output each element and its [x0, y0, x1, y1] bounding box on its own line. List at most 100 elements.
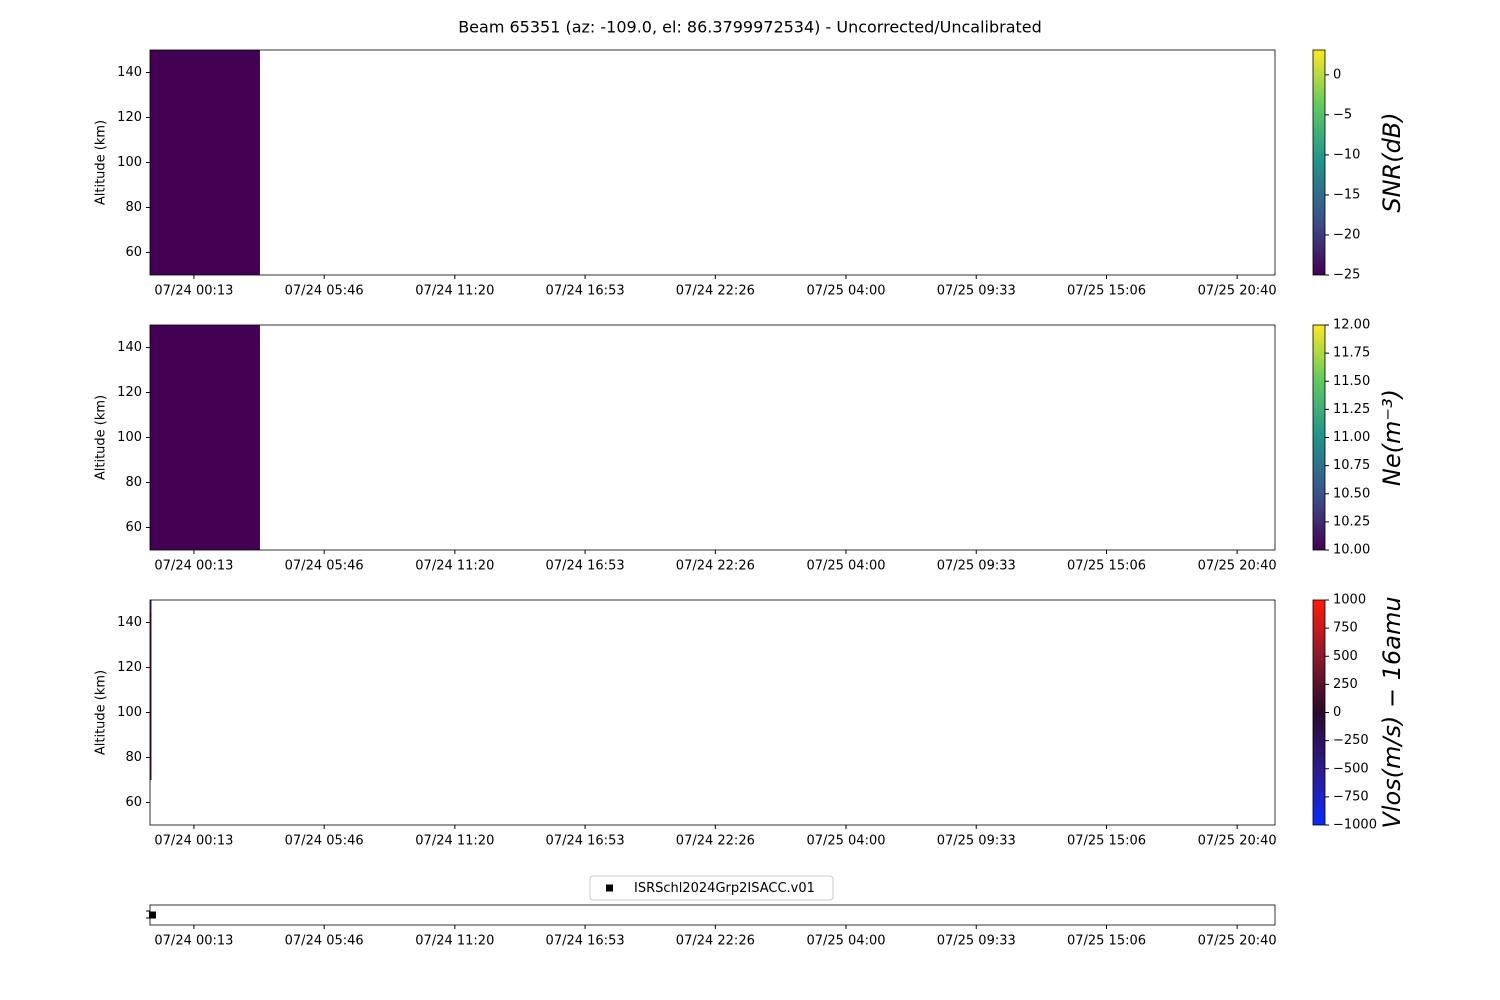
figure-title: Beam 65351 (az: -109.0, el: 86.379997253… — [458, 18, 1042, 37]
marker — [148, 911, 156, 919]
colorbar-tick-label: 12.00 — [1333, 318, 1370, 333]
colorbar-tick-label: 10.00 — [1333, 543, 1370, 558]
x-tick-label: 07/24 16:53 — [546, 284, 625, 299]
x-tick-label: 07/24 00:13 — [154, 934, 233, 949]
x-tick-label: 07/24 22:26 — [676, 834, 755, 849]
x-tick-label: 07/24 05:46 — [285, 834, 364, 849]
x-tick-label: 07/24 22:26 — [676, 934, 755, 949]
x-tick-label: 07/25 09:33 — [937, 934, 1016, 949]
y-tick-label: 100 — [117, 705, 142, 720]
colorbar-tick-label: −750 — [1333, 789, 1369, 804]
x-tick-label: 07/25 20:40 — [1198, 559, 1277, 574]
legend-frame — [589, 875, 834, 901]
axes-frame — [149, 49, 1276, 276]
colorbar-tick-label: −15 — [1333, 187, 1360, 202]
y-tick-label: 100 — [117, 155, 142, 170]
x-tick-label: 07/24 22:26 — [676, 559, 755, 574]
colorbar-tick-label: −1000 — [1333, 818, 1377, 833]
x-tick-label: 07/25 15:06 — [1067, 934, 1146, 949]
y-tick-label: 80 — [125, 750, 142, 765]
y-tick-label: 60 — [125, 520, 142, 535]
colorbar-tick-label: −5 — [1333, 107, 1352, 122]
colorbar-tick-label: −500 — [1333, 761, 1369, 776]
legend-marker — [606, 884, 613, 892]
x-tick-label: 07/25 04:00 — [806, 284, 885, 299]
x-tick-label: 07/24 11:20 — [415, 284, 494, 299]
y-tick-label: 60 — [125, 245, 142, 260]
x-tick-label: 07/24 11:20 — [415, 834, 494, 849]
x-tick-label: 07/25 15:06 — [1067, 284, 1146, 299]
colorbar-tick-label: 11.75 — [1333, 346, 1370, 361]
colorbar-tick-label: 11.25 — [1333, 402, 1370, 417]
x-tick-label: 07/25 04:00 — [806, 834, 885, 849]
colorbar-tick-label: 10.50 — [1333, 486, 1370, 501]
x-tick-label: 07/24 00:13 — [154, 559, 233, 574]
x-tick-label: 07/25 20:40 — [1198, 284, 1277, 299]
x-tick-label: 07/24 16:53 — [546, 559, 625, 574]
colorbar-tick-label: 10.25 — [1333, 514, 1370, 529]
colorbar-tick-label: 11.50 — [1333, 374, 1370, 389]
y-tick-label: 120 — [117, 110, 142, 125]
colorbar-tick-label: −250 — [1333, 733, 1369, 748]
colorbar — [1312, 324, 1326, 551]
y-tick-label: 80 — [125, 475, 142, 490]
y-tick-label: 80 — [125, 200, 142, 215]
legend-label: ISRSchl2024Grp2ISACC.v01 — [634, 881, 815, 896]
y-tick-label: 140 — [117, 340, 142, 355]
x-tick-label: 07/24 00:13 — [154, 284, 233, 299]
x-tick-label: 07/25 09:33 — [937, 559, 1016, 574]
colorbar-label: SNR(dB) — [1378, 112, 1406, 212]
heatmap-cell — [150, 611, 152, 780]
colorbar-tick-label: 750 — [1333, 621, 1358, 636]
x-tick-label: 07/24 22:26 — [676, 284, 755, 299]
heatmap-cell — [150, 325, 260, 550]
colorbar-tick-label: 10.75 — [1333, 458, 1370, 473]
x-tick-label: 07/25 20:40 — [1198, 934, 1277, 949]
colorbar-tick-label: 250 — [1333, 677, 1358, 692]
colorbar-tick-label: −10 — [1333, 147, 1360, 162]
x-tick-label: 07/24 11:20 — [415, 934, 494, 949]
y-tick-label: 120 — [117, 660, 142, 675]
x-tick-label: 07/25 20:40 — [1198, 834, 1277, 849]
y-tick-label: 140 — [117, 65, 142, 80]
y-tick-label: 140 — [117, 615, 142, 630]
heatmap-cell — [150, 50, 260, 275]
x-tick-label: 07/24 05:46 — [285, 284, 364, 299]
axes-frame — [149, 904, 1276, 926]
x-tick-label: 07/25 04:00 — [806, 934, 885, 949]
plot-area — [150, 50, 260, 275]
x-tick-label: 07/24 11:20 — [415, 559, 494, 574]
legend: ISRSchl2024Grp2ISACC.v01 — [589, 875, 834, 901]
plot-area — [150, 600, 152, 780]
y-axis-label: Altitude (km) — [94, 120, 109, 205]
x-tick-label: 07/24 16:53 — [546, 834, 625, 849]
y-tick-label: 120 — [117, 385, 142, 400]
y-tick-label: 60 — [125, 795, 142, 810]
colorbar-label: Ne(m⁻³) — [1378, 389, 1406, 486]
heatmap-cell — [150, 600, 152, 612]
colorbar — [1312, 49, 1326, 276]
y-axis-label: Altitude (km) — [94, 670, 109, 755]
colorbar-tick-label: 1000 — [1333, 593, 1366, 608]
colorbar-tick-label: 500 — [1333, 649, 1358, 664]
colorbar-label: Vlos(m/s) − 16amu — [1378, 596, 1406, 828]
x-tick-label: 07/24 05:46 — [285, 559, 364, 574]
plot-area — [150, 325, 260, 550]
x-tick-label: 07/25 09:33 — [937, 834, 1016, 849]
x-tick-label: 07/24 16:53 — [546, 934, 625, 949]
y-axis-label: Altitude (km) — [94, 395, 109, 480]
x-tick-label: 07/25 04:00 — [806, 559, 885, 574]
x-tick-label: 07/25 15:06 — [1067, 559, 1146, 574]
colorbar-tick-label: 0 — [1333, 705, 1341, 720]
axes-frame — [149, 599, 1276, 826]
x-tick-label: 07/25 15:06 — [1067, 834, 1146, 849]
x-tick-label: 07/24 00:13 — [154, 834, 233, 849]
colorbar-tick-label: 11.00 — [1333, 430, 1370, 445]
colorbar-tick-label: −25 — [1333, 268, 1360, 283]
x-tick-label: 07/24 05:46 — [285, 934, 364, 949]
colorbar — [1312, 599, 1326, 826]
x-tick-label: 07/25 09:33 — [937, 284, 1016, 299]
y-tick-label: 100 — [117, 430, 142, 445]
colorbar-tick-label: −20 — [1333, 227, 1360, 242]
colorbar-tick-label: 0 — [1333, 67, 1341, 82]
